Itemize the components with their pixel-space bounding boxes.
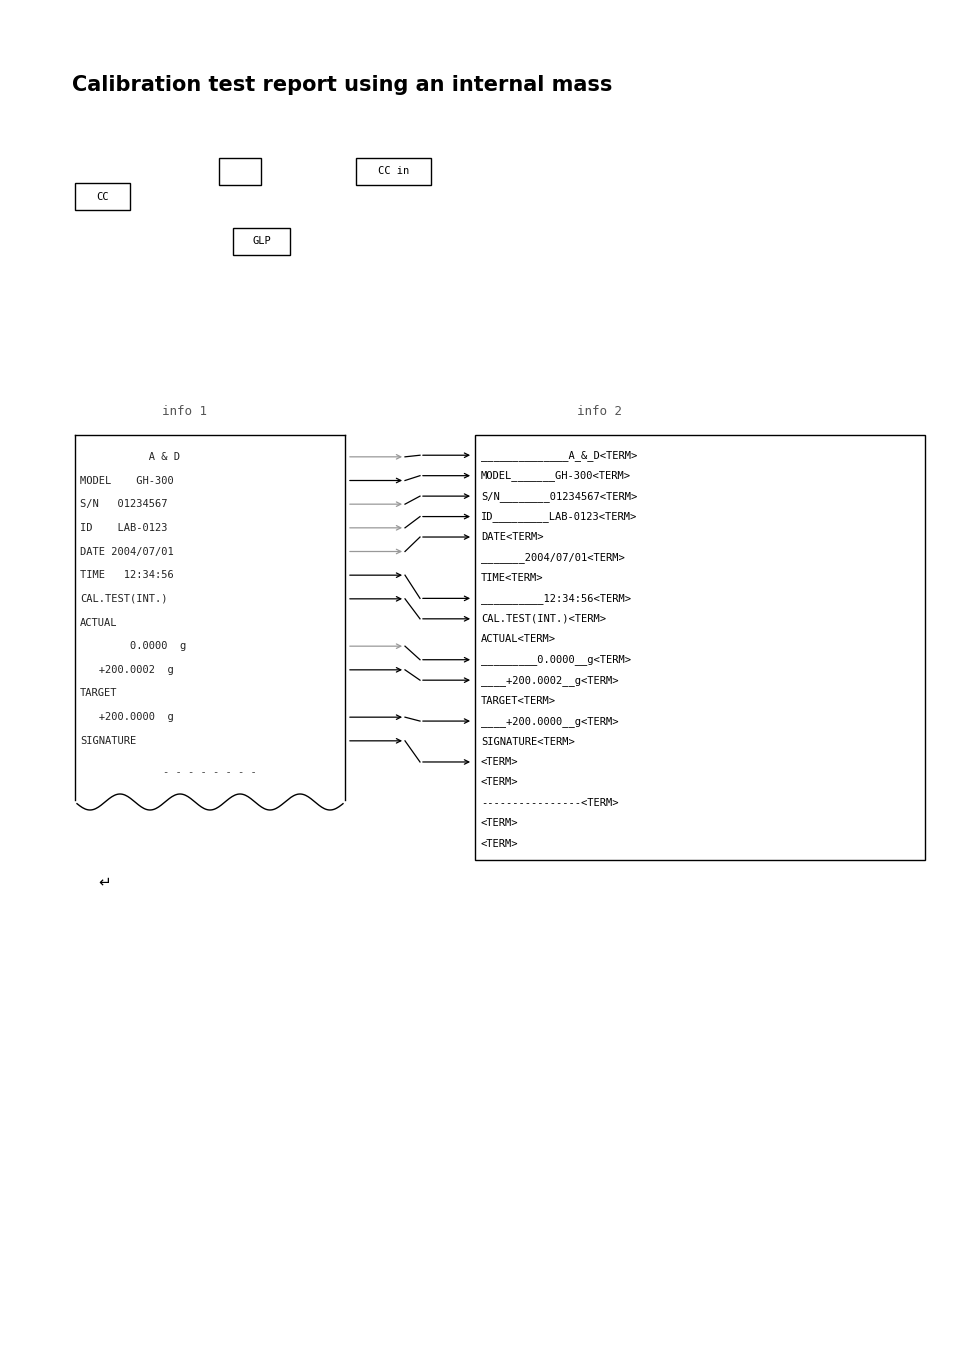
Text: SIGNATURE: SIGNATURE [80,736,136,745]
Text: _______2004/07/01<TERM>: _______2004/07/01<TERM> [480,552,624,563]
Text: ID    LAB-0123: ID LAB-0123 [80,522,168,533]
Bar [233,228,290,255]
Text: <TERM>: <TERM> [480,778,518,787]
Text: <TERM>: <TERM> [480,818,518,829]
Text: A & D: A & D [80,452,180,462]
Text: TIME   12:34:56: TIME 12:34:56 [80,570,173,580]
Text: ____+200.0002__g<TERM>: ____+200.0002__g<TERM> [480,675,618,686]
Text: ----------------<TERM>: ----------------<TERM> [480,798,618,807]
Text: TARGET<TERM>: TARGET<TERM> [480,695,556,706]
Text: info 1: info 1 [162,405,208,418]
Text: ID_________LAB-0123<TERM>: ID_________LAB-0123<TERM> [480,512,637,522]
Text: MODEL_______GH-300<TERM>: MODEL_______GH-300<TERM> [480,470,630,481]
Text: info 2: info 2 [577,405,622,418]
Text: MODEL    GH-300: MODEL GH-300 [80,475,173,486]
Text: _________0.0000__g<TERM>: _________0.0000__g<TERM> [480,655,630,666]
Text: +200.0000  g: +200.0000 g [80,713,173,722]
Text: ACTUAL<TERM>: ACTUAL<TERM> [480,634,556,644]
Text: DATE<TERM>: DATE<TERM> [480,532,543,541]
Text: S/N   01234567: S/N 01234567 [80,500,168,509]
Text: <TERM>: <TERM> [480,757,518,767]
Bar [355,158,431,185]
Text: __________12:34:56<TERM>: __________12:34:56<TERM> [480,593,630,603]
Text: ______________A_&_D<TERM>: ______________A_&_D<TERM> [480,450,637,460]
Text: <TERM>: <TERM> [480,838,518,849]
Text: TIME<TERM>: TIME<TERM> [480,572,543,583]
Text: +200.0002  g: +200.0002 g [80,664,173,675]
Bar [75,184,130,211]
Text: GLP: GLP [252,236,271,247]
Text: TARGET: TARGET [80,688,117,698]
Text: CC: CC [96,192,109,201]
Text: DATE 2004/07/01: DATE 2004/07/01 [80,547,173,556]
Bar [219,158,261,185]
Text: - - - - - - - -: - - - - - - - - [163,767,256,776]
Text: Calibration test report using an internal mass: Calibration test report using an interna… [71,76,612,95]
Text: CC in: CC in [377,166,409,177]
Text: S/N________01234567<TERM>: S/N________01234567<TERM> [480,490,637,502]
Bar [475,435,924,860]
Text: ACTUAL: ACTUAL [80,617,117,628]
Text: SIGNATURE<TERM>: SIGNATURE<TERM> [480,737,574,747]
Text: ____+200.0000__g<TERM>: ____+200.0000__g<TERM> [480,716,618,726]
Text: CAL.TEST(INT.): CAL.TEST(INT.) [80,594,168,603]
Text: CAL.TEST(INT.)<TERM>: CAL.TEST(INT.)<TERM> [480,614,605,624]
Text: 0.0000  g: 0.0000 g [80,641,186,651]
Text: ↵: ↵ [98,875,112,890]
